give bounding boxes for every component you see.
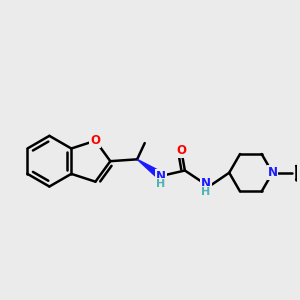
Text: H: H: [156, 179, 165, 189]
Text: H: H: [202, 187, 211, 197]
Text: N: N: [156, 169, 166, 183]
Polygon shape: [137, 159, 162, 178]
Text: N: N: [201, 177, 211, 190]
Text: O: O: [177, 144, 187, 157]
Text: O: O: [90, 134, 100, 147]
Text: N: N: [267, 166, 278, 179]
